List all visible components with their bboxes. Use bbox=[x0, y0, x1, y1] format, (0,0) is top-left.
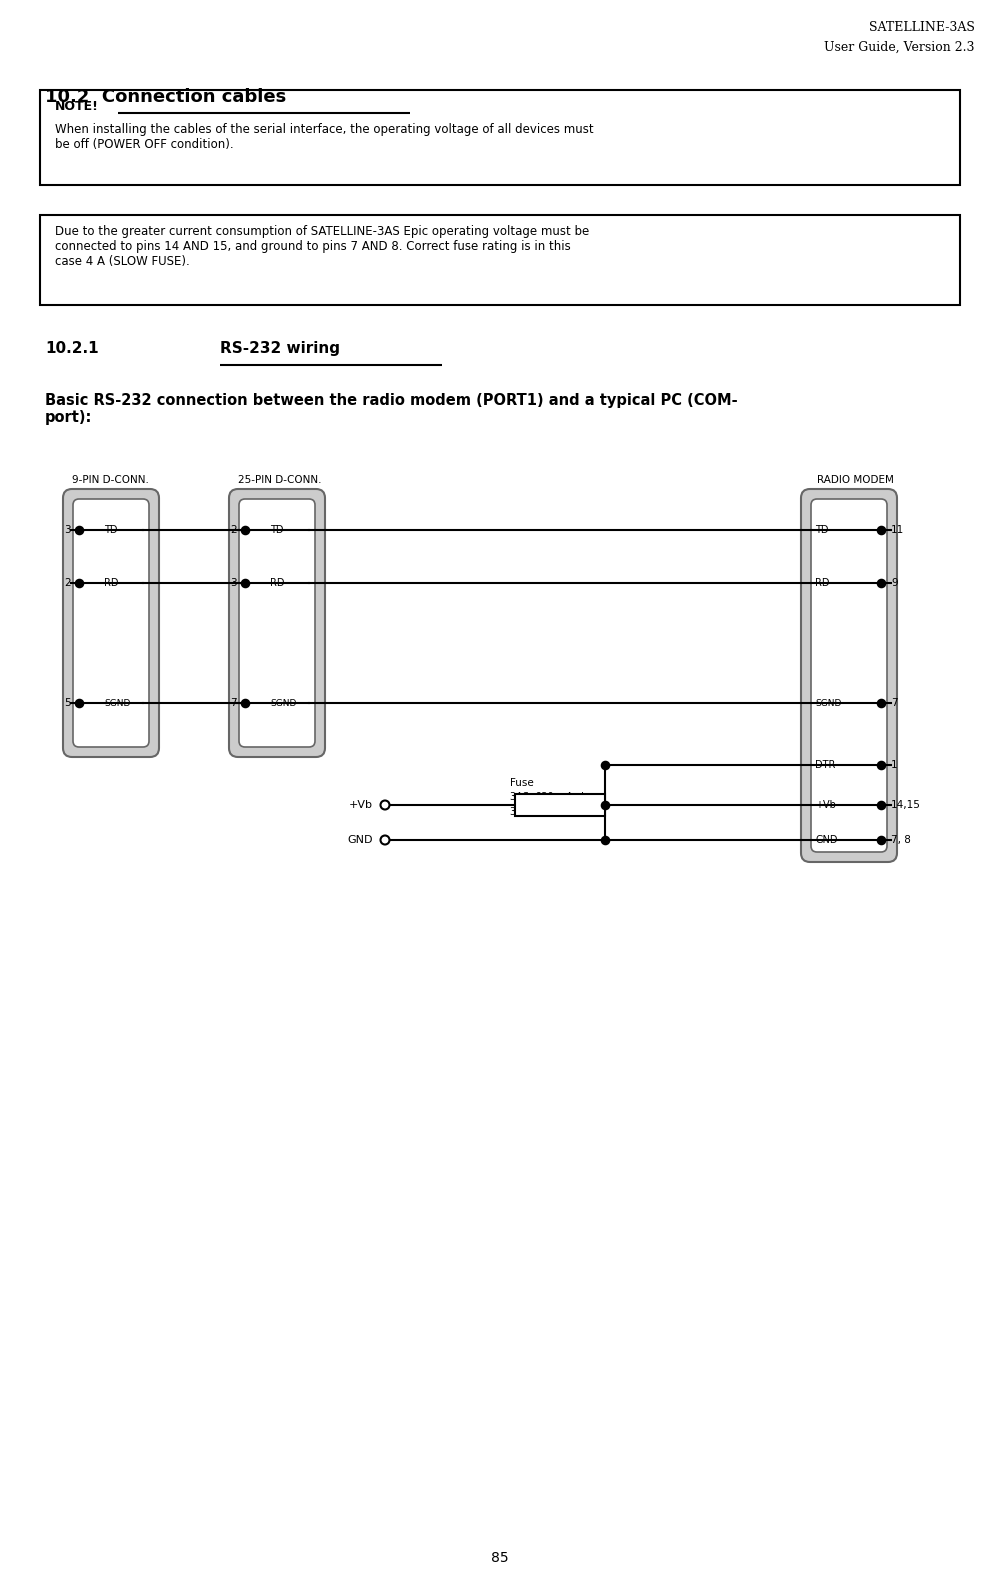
Point bbox=[237, 690, 253, 715]
Text: Fuse: Fuse bbox=[510, 777, 534, 789]
Text: RD: RD bbox=[815, 578, 830, 588]
Text: 85: 85 bbox=[491, 1552, 509, 1564]
FancyBboxPatch shape bbox=[801, 489, 897, 862]
Text: SGND: SGND bbox=[815, 698, 842, 707]
Text: TD: TD bbox=[104, 526, 117, 535]
Text: 11: 11 bbox=[891, 526, 904, 535]
Point bbox=[873, 570, 889, 596]
Text: 2: 2 bbox=[64, 578, 71, 588]
FancyBboxPatch shape bbox=[40, 215, 960, 304]
Point bbox=[873, 827, 889, 852]
Point bbox=[873, 690, 889, 715]
Point bbox=[237, 518, 253, 543]
Text: 14,15: 14,15 bbox=[891, 800, 921, 809]
Text: 25-PIN D-CONN.: 25-PIN D-CONN. bbox=[238, 475, 321, 484]
Text: +Vb: +Vb bbox=[815, 800, 836, 809]
Text: 3: 3 bbox=[230, 578, 237, 588]
Point bbox=[71, 570, 87, 596]
Text: TD: TD bbox=[815, 526, 829, 535]
Text: 3: 3 bbox=[64, 526, 71, 535]
Point bbox=[597, 792, 613, 817]
Point bbox=[237, 570, 253, 596]
Text: GND: GND bbox=[347, 835, 373, 844]
FancyBboxPatch shape bbox=[40, 89, 960, 185]
Text: RADIO MODEM: RADIO MODEM bbox=[817, 475, 894, 484]
FancyBboxPatch shape bbox=[63, 489, 159, 757]
Text: 7: 7 bbox=[230, 698, 237, 707]
Point bbox=[597, 827, 613, 852]
Text: RS-232 wiring: RS-232 wiring bbox=[220, 341, 340, 355]
Point bbox=[873, 792, 889, 817]
Text: TD: TD bbox=[270, 526, 283, 535]
Text: 3AS Epic: 4 A slow: 3AS Epic: 4 A slow bbox=[510, 808, 600, 817]
Text: SGND: SGND bbox=[270, 698, 296, 707]
Text: 3AS: 630 mA slow: 3AS: 630 mA slow bbox=[510, 792, 598, 801]
Text: 10.2  Connection cables: 10.2 Connection cables bbox=[45, 88, 286, 107]
Text: NOTE!: NOTE! bbox=[55, 100, 99, 113]
FancyBboxPatch shape bbox=[73, 499, 149, 747]
Text: 2: 2 bbox=[230, 526, 237, 535]
Point bbox=[597, 752, 613, 777]
FancyBboxPatch shape bbox=[811, 499, 887, 852]
Point bbox=[71, 518, 87, 543]
Bar bbox=[515, 793, 605, 816]
Text: User Guide, Version 2.3: User Guide, Version 2.3 bbox=[825, 41, 975, 54]
Text: RD: RD bbox=[270, 578, 284, 588]
Text: When installing the cables of the serial interface, the operating voltage of all: When installing the cables of the serial… bbox=[55, 123, 594, 151]
Text: 9: 9 bbox=[891, 578, 898, 588]
Text: 7: 7 bbox=[891, 698, 898, 707]
Text: 1: 1 bbox=[891, 760, 898, 769]
Point bbox=[873, 518, 889, 543]
Point bbox=[873, 752, 889, 777]
Text: 7, 8: 7, 8 bbox=[891, 835, 911, 844]
FancyBboxPatch shape bbox=[229, 489, 325, 757]
Point bbox=[71, 690, 87, 715]
Circle shape bbox=[380, 835, 389, 844]
Text: DTR: DTR bbox=[815, 760, 836, 769]
Text: GND: GND bbox=[815, 835, 838, 844]
Text: +Vb: +Vb bbox=[349, 800, 373, 809]
FancyBboxPatch shape bbox=[239, 499, 315, 747]
Text: RD: RD bbox=[104, 578, 118, 588]
Text: 9-PIN D-CONN.: 9-PIN D-CONN. bbox=[72, 475, 149, 484]
Text: SGND: SGND bbox=[104, 698, 130, 707]
Text: Basic RS-232 connection between the radio modem (PORT1) and a typical PC (COM-
p: Basic RS-232 connection between the radi… bbox=[45, 393, 738, 425]
Text: 5: 5 bbox=[64, 698, 71, 707]
Text: SATELLINE-3AS: SATELLINE-3AS bbox=[869, 21, 975, 33]
Text: 10.2.1: 10.2.1 bbox=[45, 341, 99, 355]
Circle shape bbox=[380, 801, 389, 809]
Text: Due to the greater current consumption of SATELLINE-3AS Epic operating voltage m: Due to the greater current consumption o… bbox=[55, 225, 590, 268]
